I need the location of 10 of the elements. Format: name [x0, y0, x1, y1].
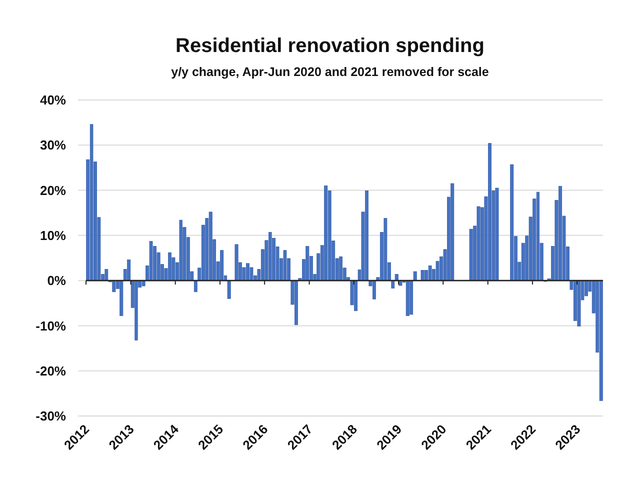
- chart-subtitle: y/y change, Apr-Jun 2020 and 2021 removed for scale: [171, 65, 489, 79]
- y-tick-label: 10%: [40, 228, 66, 243]
- y-tick-label: -20%: [36, 363, 66, 378]
- y-tick-label: 30%: [40, 138, 66, 153]
- chart-title: Residential renovation spending: [176, 35, 484, 57]
- y-tick-label: 0%: [47, 273, 66, 288]
- y-tick-label: 40%: [40, 92, 66, 108]
- y-tick-label: -30%: [36, 408, 66, 424]
- y-tick-label: 20%: [40, 182, 66, 198]
- y-tick-label: -10%: [36, 318, 66, 334]
